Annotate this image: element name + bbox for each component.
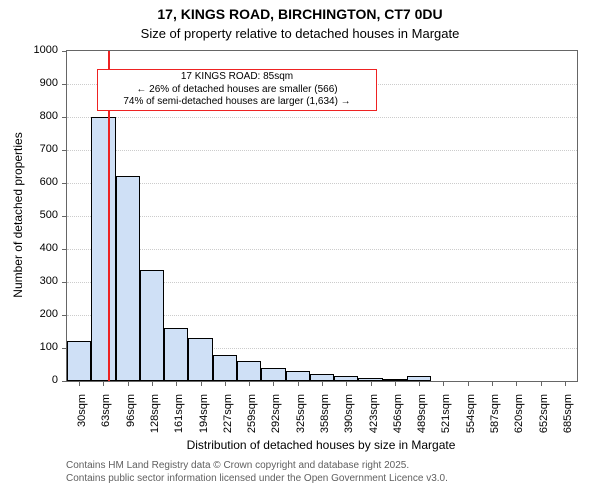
title-main: 17, KINGS ROAD, BIRCHINGTON, CT7 0DU xyxy=(0,6,600,22)
x-tick-label: 489sqm xyxy=(416,394,428,433)
bar xyxy=(286,371,310,381)
x-tick-label: 161sqm xyxy=(173,394,185,433)
x-tick-label: 358sqm xyxy=(319,394,331,433)
bar xyxy=(310,374,334,381)
y-tick-label: 400 xyxy=(28,242,58,254)
x-tick-label: 292sqm xyxy=(270,394,282,433)
x-axis-label: Distribution of detached houses by size … xyxy=(66,438,576,452)
x-tick-label: 685sqm xyxy=(562,394,574,433)
x-tick xyxy=(541,381,542,386)
bar xyxy=(164,328,188,381)
x-tick-label: 96sqm xyxy=(125,394,137,427)
x-tick xyxy=(371,381,372,386)
y-tick xyxy=(62,183,67,184)
gridline xyxy=(67,117,577,118)
y-tick xyxy=(62,117,67,118)
y-tick xyxy=(62,282,67,283)
x-tick xyxy=(176,381,177,386)
x-tick xyxy=(273,381,274,386)
chart-plot-area: 17 KINGS ROAD: 85sqm← 26% of detached ho… xyxy=(66,50,578,382)
y-axis-label: Number of detached properties xyxy=(11,132,25,297)
x-tick xyxy=(468,381,469,386)
title-sub: Size of property relative to detached ho… xyxy=(0,26,600,41)
x-tick-label: 128sqm xyxy=(149,394,161,433)
x-tick xyxy=(79,381,80,386)
x-tick xyxy=(346,381,347,386)
bar xyxy=(261,368,285,381)
annotation-line: 74% of semi-detached houses are larger (… xyxy=(102,96,372,109)
y-tick-label: 100 xyxy=(28,341,58,353)
y-tick-label: 200 xyxy=(28,308,58,320)
x-tick xyxy=(443,381,444,386)
y-tick xyxy=(62,51,67,52)
x-tick xyxy=(128,381,129,386)
y-tick-label: 1000 xyxy=(28,44,58,56)
gridline xyxy=(67,183,577,184)
figure: 17, KINGS ROAD, BIRCHINGTON, CT7 0DU Siz… xyxy=(0,0,600,500)
y-tick xyxy=(62,315,67,316)
x-tick xyxy=(516,381,517,386)
x-tick xyxy=(298,381,299,386)
bar xyxy=(140,270,164,381)
x-tick xyxy=(103,381,104,386)
gridline xyxy=(67,249,577,250)
bar xyxy=(213,355,237,381)
x-tick xyxy=(565,381,566,386)
x-tick xyxy=(152,381,153,386)
gridline xyxy=(67,216,577,217)
y-tick xyxy=(62,381,67,382)
y-tick-label: 900 xyxy=(28,77,58,89)
x-tick-label: 521sqm xyxy=(440,394,452,433)
gridline xyxy=(67,150,577,151)
x-tick-label: 587sqm xyxy=(489,394,501,433)
x-tick-label: 456sqm xyxy=(392,394,404,433)
x-tick-label: 30sqm xyxy=(76,394,88,427)
x-tick-label: 194sqm xyxy=(198,394,210,433)
x-tick xyxy=(225,381,226,386)
annotation-line: ← 26% of detached houses are smaller (56… xyxy=(102,84,372,97)
x-tick-label: 554sqm xyxy=(465,394,477,433)
bar xyxy=(237,361,261,381)
x-tick-label: 63sqm xyxy=(100,394,112,427)
footer-line: Contains public sector information licen… xyxy=(66,473,600,486)
x-tick-label: 227sqm xyxy=(222,394,234,433)
bar xyxy=(67,341,91,381)
x-tick-label: 652sqm xyxy=(538,394,550,433)
footer-line: Contains HM Land Registry data © Crown c… xyxy=(66,460,600,473)
x-tick-label: 423sqm xyxy=(368,394,380,433)
x-tick-label: 325sqm xyxy=(295,394,307,433)
x-tick xyxy=(419,381,420,386)
annotation-box: 17 KINGS ROAD: 85sqm← 26% of detached ho… xyxy=(97,69,377,111)
x-tick xyxy=(395,381,396,386)
x-tick xyxy=(322,381,323,386)
y-tick xyxy=(62,249,67,250)
y-tick-label: 800 xyxy=(28,110,58,122)
annotation-line: 17 KINGS ROAD: 85sqm xyxy=(102,71,372,84)
x-tick-label: 390sqm xyxy=(343,394,355,433)
x-tick xyxy=(201,381,202,386)
y-tick xyxy=(62,150,67,151)
y-tick-label: 300 xyxy=(28,275,58,287)
x-tick xyxy=(492,381,493,386)
attribution-footer: Contains HM Land Registry data © Crown c… xyxy=(66,460,600,485)
y-tick-label: 500 xyxy=(28,209,58,221)
y-tick-label: 700 xyxy=(28,143,58,155)
y-tick-label: 0 xyxy=(28,374,58,386)
bar xyxy=(188,338,212,381)
x-tick-label: 259sqm xyxy=(246,394,258,433)
y-tick-label: 600 xyxy=(28,176,58,188)
y-tick xyxy=(62,84,67,85)
y-tick xyxy=(62,216,67,217)
bar xyxy=(91,117,115,381)
x-tick xyxy=(249,381,250,386)
x-tick-label: 620sqm xyxy=(513,394,525,433)
bar xyxy=(116,176,140,381)
